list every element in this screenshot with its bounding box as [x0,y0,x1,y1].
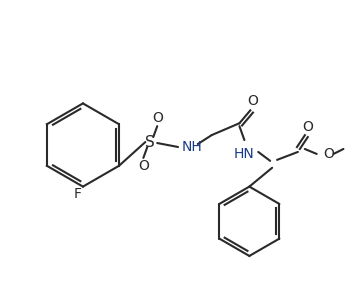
Text: F: F [74,187,82,201]
Text: NH: NH [182,140,203,154]
Text: O: O [324,147,334,161]
Text: O: O [138,159,149,173]
Text: O: O [152,111,163,125]
Text: O: O [247,94,258,108]
Text: HN: HN [234,147,255,161]
Text: S: S [146,135,155,150]
Text: O: O [302,120,313,134]
